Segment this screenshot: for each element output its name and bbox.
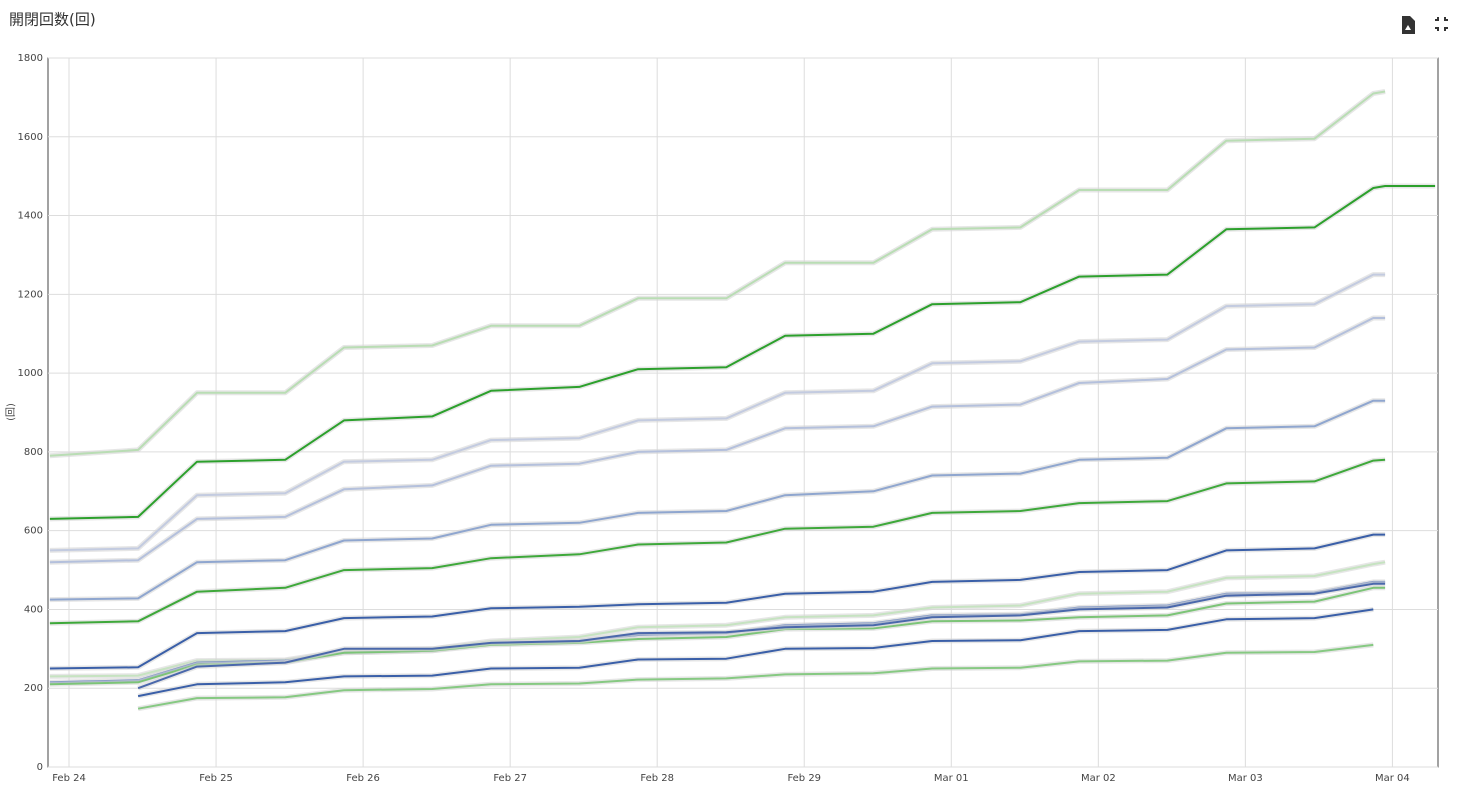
series-line: [137, 582, 1386, 690]
x-tick-label: Mar 04: [1375, 773, 1410, 784]
y-tick-label: 200: [24, 683, 43, 694]
y-tick-label: 800: [24, 447, 43, 458]
x-tick-label: Mar 01: [934, 773, 969, 784]
x-tick-label: Feb 27: [493, 773, 527, 784]
series-halo: [49, 457, 1386, 626]
series-line: [49, 533, 1386, 670]
series-line: [137, 608, 1374, 698]
exit-fullscreen-icon[interactable]: [1435, 17, 1448, 31]
x-tick-label: Feb 25: [199, 773, 233, 784]
series-halo: [49, 398, 1386, 603]
series-line: [137, 643, 1374, 710]
export-icon[interactable]: [1402, 16, 1415, 34]
x-tick-label: Mar 02: [1081, 773, 1116, 784]
y-axis-label: (回): [5, 403, 17, 421]
y-tick-label: 1000: [18, 368, 43, 379]
x-tick-label: Mar 03: [1228, 773, 1263, 784]
y-tick-label: 1800: [18, 53, 43, 64]
x-tick-label: Feb 26: [346, 773, 380, 784]
x-tick-label: Feb 29: [787, 773, 821, 784]
series-line: [49, 185, 1436, 520]
series-halo: [49, 315, 1386, 565]
y-tick-label: 1200: [18, 289, 43, 300]
y-tick-label: 1600: [18, 132, 43, 143]
series-line: [49, 317, 1386, 564]
series-line: [49, 90, 1386, 457]
y-tick-label: 600: [24, 526, 43, 537]
series-line: [49, 273, 1386, 552]
x-tick-label: Feb 28: [640, 773, 674, 784]
series-line: [49, 458, 1386, 625]
chart-title: 開閉回数(回): [9, 11, 96, 29]
series-line: [49, 399, 1386, 601]
y-tick-label: 1400: [18, 211, 43, 222]
series-halo: [49, 183, 1436, 522]
series-halo: [49, 89, 1386, 459]
y-tick-label: 400: [24, 604, 43, 615]
x-tick-label: Feb 24: [52, 773, 86, 784]
y-tick-label: 0: [37, 762, 43, 773]
